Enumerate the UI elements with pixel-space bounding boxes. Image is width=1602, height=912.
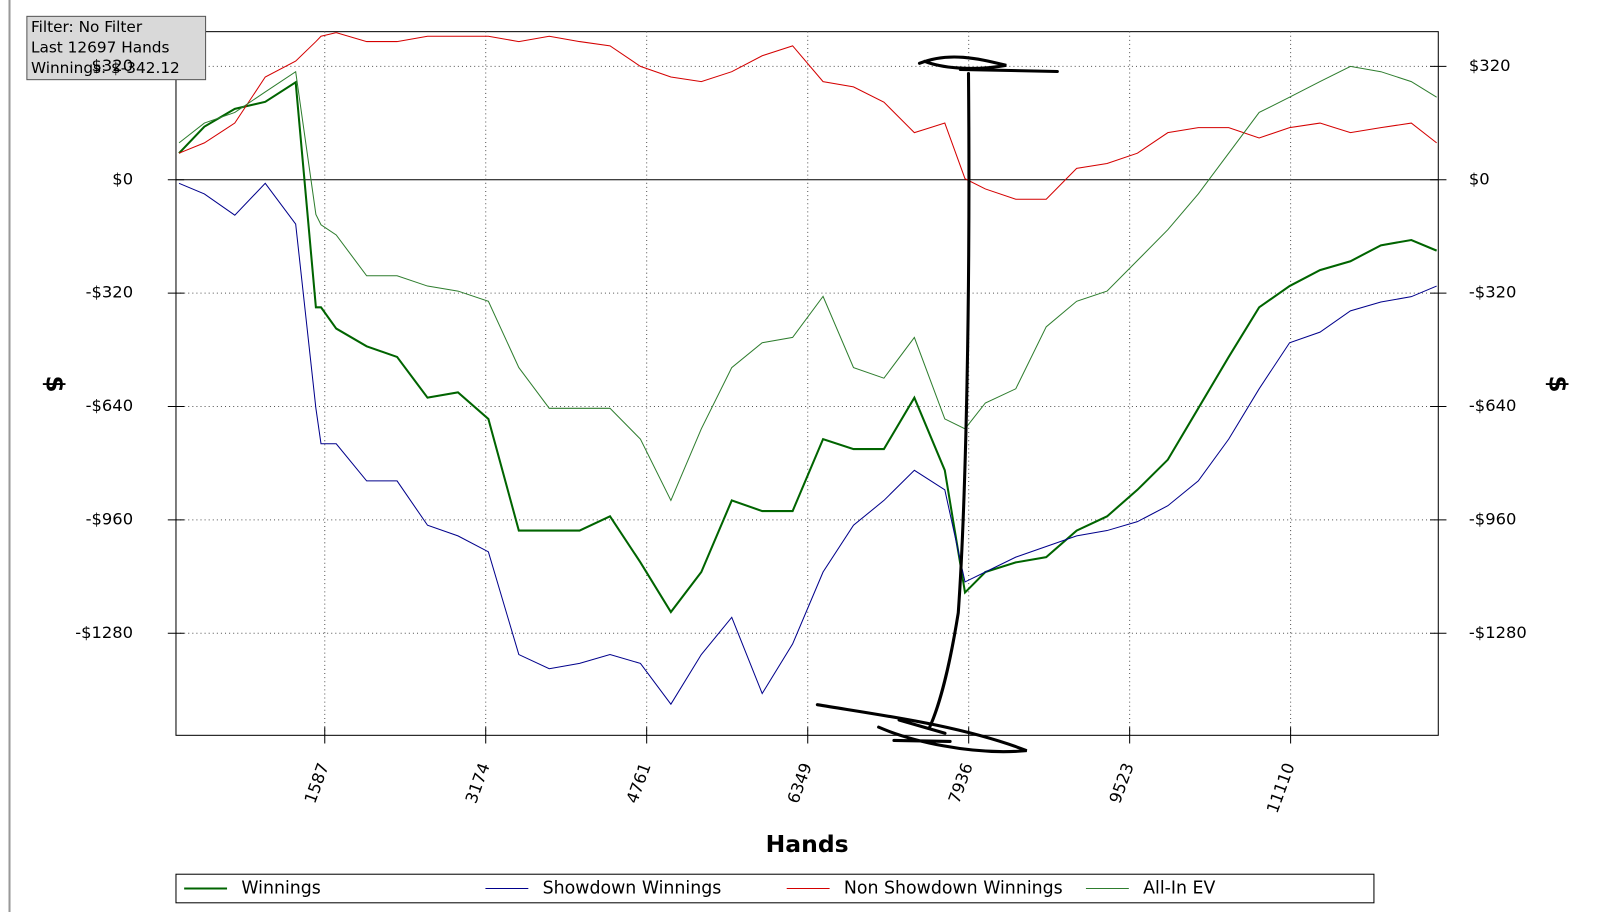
filter-line: Winnings: $-342.12 xyxy=(31,59,180,77)
legend-label: Non Showdown Winnings xyxy=(844,879,1063,899)
y2-tick-label: $320 xyxy=(1469,56,1511,75)
legend-label: Winnings xyxy=(241,879,321,899)
y-tick-label: $320 xyxy=(92,56,134,75)
filter-line: Last 12697 Hands xyxy=(31,39,170,57)
series-line xyxy=(178,32,1437,200)
series-line xyxy=(178,80,1438,614)
filter-line: Filter: No Filter xyxy=(31,18,143,36)
filter-box: Filter: No Filter Last 12697 Hands Winni… xyxy=(26,15,207,81)
y2-tick-label: -$1280 xyxy=(1469,623,1527,642)
hand-drawn-annotation xyxy=(815,55,1059,754)
y2-axis-title: $ xyxy=(1544,375,1573,392)
y2-tick-label: -$640 xyxy=(1469,396,1516,415)
y2-tick-label: $0 xyxy=(1469,169,1490,188)
plot-border xyxy=(175,31,1439,736)
legend-label: All-In EV xyxy=(1143,879,1215,899)
y-tick-label: -$320 xyxy=(86,283,133,302)
y2-tick-label: -$320 xyxy=(1469,283,1516,302)
legend-label: Showdown Winnings xyxy=(543,879,722,899)
y-tick-label: $0 xyxy=(112,169,133,188)
y-tick-label: -$640 xyxy=(86,396,133,415)
y-axis-title: $ xyxy=(40,375,69,392)
series-line xyxy=(178,65,1437,502)
y-tick-label: -$1280 xyxy=(75,623,133,642)
series-line xyxy=(178,182,1437,706)
plot-area xyxy=(167,31,1447,744)
x-axis-title: Hands xyxy=(766,830,849,858)
legend-box xyxy=(175,873,1375,904)
y2-tick-label: -$960 xyxy=(1469,509,1516,528)
filter-box-bg xyxy=(26,15,207,81)
y-tick-label: -$960 xyxy=(86,509,133,528)
